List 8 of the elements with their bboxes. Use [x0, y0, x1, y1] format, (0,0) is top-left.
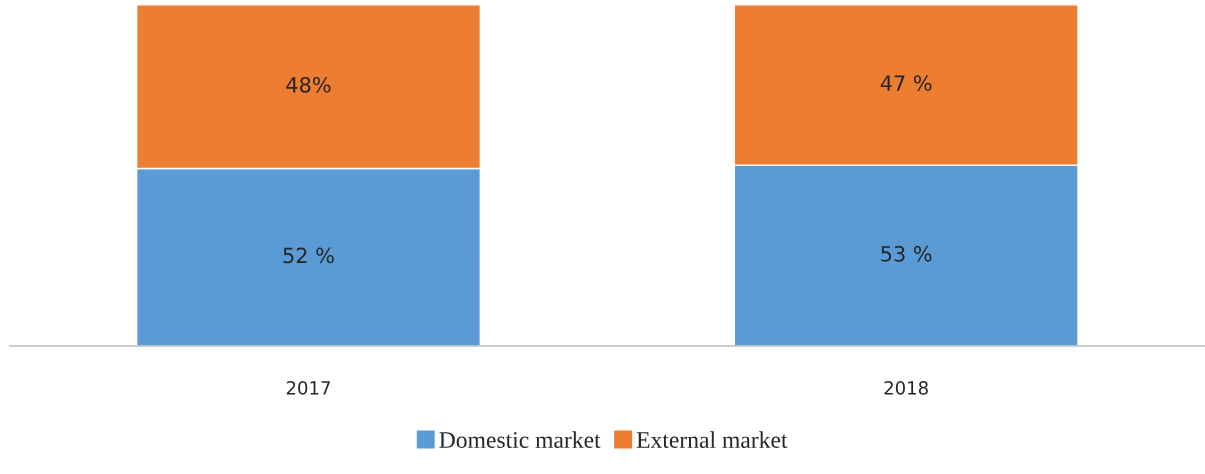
data-label: 48%: [286, 76, 331, 93]
x-tick-label: 2018: [884, 381, 928, 395]
legend-label: Domestic market: [439, 431, 601, 448]
data-label: 52 %: [283, 247, 334, 264]
legend-label: External market: [636, 431, 788, 448]
data-label: 53 %: [881, 245, 932, 262]
x-tick-label: 2017: [286, 381, 330, 395]
data-label: 47 %: [880, 75, 932, 91]
